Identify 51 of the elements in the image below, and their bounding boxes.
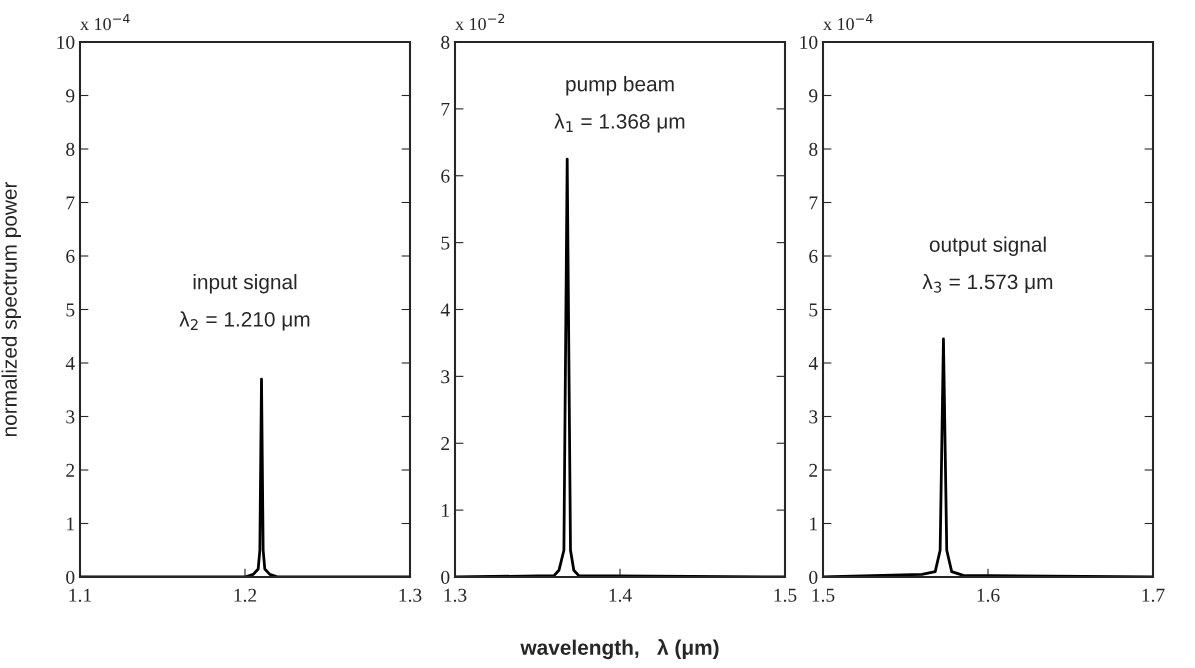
annotation: λ$_{3}$ = 1.573 μm xyxy=(922,273,1053,294)
y-tick-label: 1 xyxy=(810,517,817,531)
x-tick-label: 1.5 xyxy=(812,588,835,602)
y-tick-label: 2 xyxy=(809,463,818,477)
annotation: λ$_{2}$ = 1.210 μm xyxy=(179,311,310,331)
y-tick-label: 6 xyxy=(809,249,818,263)
y-tick-label: 3 xyxy=(66,410,75,424)
y-tick-label: 2 xyxy=(66,463,75,477)
text: x 10$^{−4}$ xyxy=(823,13,873,31)
y-tick-label: 6 xyxy=(441,169,450,183)
y-tick-label: 9 xyxy=(66,89,75,103)
y-tick-label: 5 xyxy=(66,303,75,317)
y-tick-label: 4 xyxy=(440,303,450,317)
y-tick-label: 0 xyxy=(809,570,818,584)
y-tick-label: 2 xyxy=(441,437,450,450)
y-tick-label: 5 xyxy=(441,236,450,250)
y-tick-label: 8 xyxy=(809,142,818,156)
y-tick-label: 6 xyxy=(66,249,75,263)
x-tick-label: 1.2 xyxy=(234,588,257,602)
annotation: pump beam xyxy=(566,76,674,96)
x-tick-label: 1.3 xyxy=(399,588,422,602)
y-axis-title: normalized spectrum power xyxy=(1,181,21,437)
x-tick-label: 1.4 xyxy=(609,588,632,602)
y-tick-label: 7 xyxy=(441,102,450,116)
y-tick-label: 5 xyxy=(809,303,818,317)
y-tick-label: 10 xyxy=(800,35,818,49)
x-axis-title: wavelength, λ (μm) xyxy=(520,639,719,660)
x-tick-label: 1.3 xyxy=(444,588,467,602)
x-tick-label: 1.1 xyxy=(69,588,91,602)
y-tick-label: 3 xyxy=(441,370,450,384)
y-tick-label: 10 xyxy=(57,35,75,49)
annotation: output signal xyxy=(929,236,1046,256)
y-tick-label: 3 xyxy=(809,410,818,424)
y-tick-label: 4 xyxy=(65,356,75,370)
text: x 10$^{−2}$ xyxy=(455,13,505,31)
y-tick-label: 8 xyxy=(66,142,75,156)
annotation: λ$_{1}$ = 1.368 μm xyxy=(554,113,685,133)
text: x 10$^{−4}$ xyxy=(80,13,130,31)
y-tick-label: 0 xyxy=(441,570,450,584)
y-tick-label: 1 xyxy=(442,504,449,517)
y-tick-label: 0 xyxy=(66,570,75,584)
y-tick-label: 4 xyxy=(808,356,818,370)
y-tick-label: 9 xyxy=(809,89,818,103)
annotation: input signal xyxy=(193,274,297,294)
x-tick-label: 1.5 xyxy=(774,588,797,602)
y-tick-label: 7 xyxy=(66,196,75,210)
y-tick-label: 1 xyxy=(67,517,74,531)
x-tick-label: 1.6 xyxy=(977,588,1000,602)
y-tick-label: 8 xyxy=(441,35,450,49)
x-tick-label: 1.7 xyxy=(1142,588,1165,602)
y-tick-label: 7 xyxy=(809,196,818,210)
